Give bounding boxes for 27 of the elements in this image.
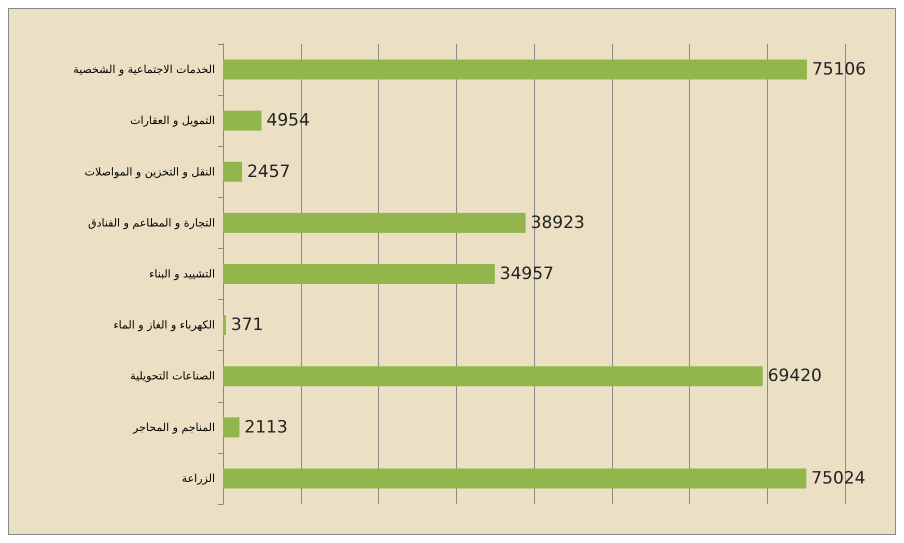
bar xyxy=(223,162,242,182)
data-label: 34957 xyxy=(500,264,554,284)
y-tick-label: التشييد و البناء xyxy=(149,268,215,280)
data-label: 4954 xyxy=(266,110,310,131)
y-tick-label: الزراعة xyxy=(182,472,215,485)
bar xyxy=(223,315,226,336)
data-label: 2457 xyxy=(247,162,290,182)
y-tick-label: المناجم و المحاجر xyxy=(132,420,215,434)
data-label: 69420 xyxy=(768,366,822,386)
bar xyxy=(223,264,495,284)
data-label: 371 xyxy=(230,315,264,336)
bar xyxy=(223,417,240,438)
y-tick-label: التجارة و المطاعم و الفنادق xyxy=(88,216,215,230)
bar xyxy=(223,366,763,386)
y-tick-label: الكهرباء و الغاز و الماء xyxy=(114,318,215,332)
data-label: 75106 xyxy=(812,60,866,80)
data-label: 75024 xyxy=(811,468,866,488)
bar xyxy=(223,468,806,488)
bar xyxy=(223,60,807,80)
bar xyxy=(223,110,262,131)
y-tick-label: الصناعات التحويلية xyxy=(130,370,215,383)
y-tick-label: الخدمات الاجتماعية و الشخصية xyxy=(73,63,215,76)
data-label: 2113 xyxy=(244,417,288,438)
data-label: 38923 xyxy=(530,212,585,233)
bar xyxy=(223,212,526,233)
y-tick-label: التمويل و العقارات xyxy=(130,114,215,128)
y-tick-label: النقل و التخزين و المواصلات xyxy=(84,165,215,178)
